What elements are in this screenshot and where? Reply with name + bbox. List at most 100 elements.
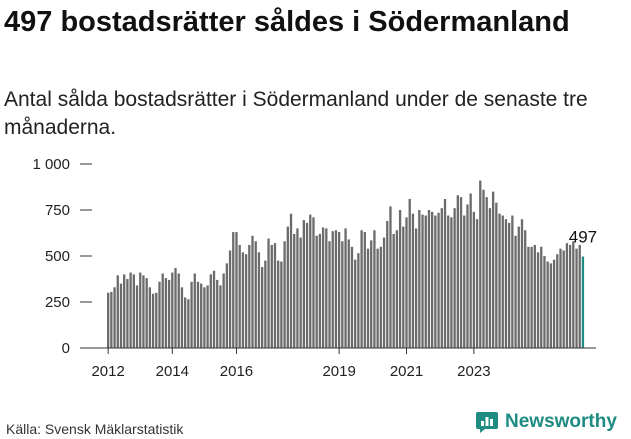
bar — [280, 261, 283, 348]
bar — [337, 232, 341, 348]
bar — [524, 230, 527, 348]
bar — [427, 210, 431, 348]
bar — [450, 217, 453, 348]
bar — [475, 219, 479, 348]
bar — [273, 243, 277, 348]
bar — [219, 285, 222, 348]
bar — [453, 208, 456, 348]
bar — [382, 237, 386, 348]
bar — [119, 283, 123, 348]
x-tick-label: 2012 — [91, 363, 124, 380]
x-axis: 2012 2014 2016 2019 2021 2023 — [90, 347, 596, 380]
bar — [360, 230, 363, 348]
logo-text: Newsworthy — [505, 411, 617, 432]
bar — [549, 263, 553, 348]
bar — [488, 208, 492, 348]
bar — [328, 241, 331, 348]
bar — [472, 211, 476, 348]
bar — [504, 219, 508, 348]
bar — [286, 226, 289, 348]
bar — [395, 230, 399, 348]
bar — [431, 211, 434, 348]
bar — [379, 246, 382, 348]
bar — [437, 212, 440, 348]
bar — [254, 241, 257, 348]
bar — [151, 293, 155, 348]
bar — [244, 254, 248, 348]
bar — [107, 292, 110, 348]
bar — [543, 256, 546, 348]
bar — [533, 244, 536, 348]
bar — [264, 260, 267, 348]
bar — [171, 272, 174, 348]
bar — [443, 198, 447, 348]
bar — [520, 219, 524, 348]
bar — [270, 244, 273, 348]
last-value-label: 497 — [569, 228, 597, 247]
bar — [277, 260, 280, 348]
bar — [299, 237, 302, 348]
bar — [546, 261, 549, 348]
bar — [113, 287, 116, 348]
bar — [187, 299, 190, 348]
bar — [196, 281, 200, 348]
bar — [318, 233, 322, 348]
bar — [321, 227, 325, 348]
bar — [498, 213, 501, 348]
bar — [293, 233, 296, 348]
bar — [203, 287, 206, 348]
bar — [434, 215, 437, 348]
bar — [482, 189, 485, 348]
bar — [357, 253, 360, 348]
bar — [565, 243, 569, 348]
newsworthy-chart-icon — [476, 412, 498, 433]
bar — [334, 230, 338, 348]
bar — [347, 239, 350, 348]
bar — [495, 202, 498, 348]
bar — [126, 279, 129, 348]
bar — [209, 274, 212, 348]
bar — [386, 221, 389, 348]
bar — [469, 193, 472, 348]
bar — [363, 232, 366, 348]
bar — [289, 213, 293, 348]
bar — [155, 292, 158, 348]
bar — [145, 278, 148, 348]
bar — [241, 252, 245, 348]
chart-title: 497 bostadsrätter såldes i Södermanland — [4, 6, 570, 38]
bar — [283, 241, 286, 348]
bar — [183, 297, 187, 348]
x-tick-label: 2023 — [457, 363, 490, 380]
y-tick-label: 500 — [45, 248, 70, 265]
bar — [421, 214, 424, 348]
bar — [248, 244, 251, 348]
bar — [228, 250, 232, 348]
bar — [139, 272, 142, 348]
bar — [206, 285, 209, 348]
bar — [123, 274, 126, 348]
bar — [193, 273, 196, 348]
y-axis: 0 250 500 750 1 000 — [32, 156, 92, 357]
bar — [341, 241, 344, 348]
bar — [158, 281, 161, 348]
bar — [389, 206, 392, 348]
bar-chart: 0 250 500 750 1 000 2012 2014 2016 2019 2021 2023… — [32, 156, 597, 380]
bar — [536, 252, 540, 348]
x-tick-label: 2021 — [390, 363, 423, 380]
bar — [440, 208, 443, 348]
bar — [267, 238, 270, 348]
bar — [309, 214, 312, 348]
bar — [530, 246, 533, 348]
y-tick-label: 0 — [62, 340, 70, 357]
bar — [142, 275, 145, 348]
bar — [463, 215, 466, 348]
bar — [556, 254, 559, 348]
bar — [312, 217, 315, 348]
bar — [366, 248, 370, 348]
bar — [174, 267, 177, 348]
bar — [578, 244, 581, 348]
bar — [177, 273, 180, 348]
bar — [260, 267, 264, 348]
bar — [302, 220, 305, 348]
chart-subtitle: Antal sålda bostadsrätter i Södermanland… — [4, 88, 588, 139]
